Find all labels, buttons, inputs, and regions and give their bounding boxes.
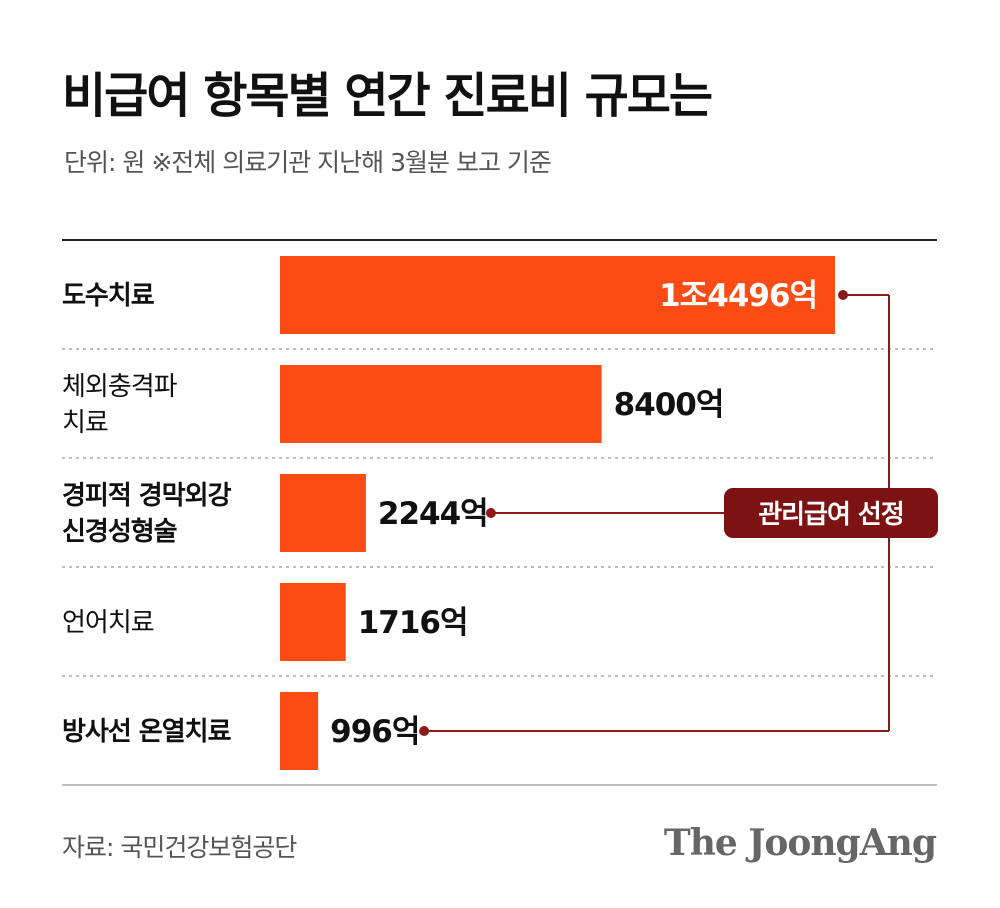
category-label: 경피적 경막외강 [62, 481, 232, 511]
chart-subtitle: 단위: 원 ※전체 의료기관 지난해 3월분 보고 기준 [64, 148, 552, 177]
annotation-dot [419, 726, 430, 736]
data-label: 996억 [330, 714, 419, 750]
annotation-dot [485, 508, 496, 518]
data-label: 2244억 [378, 496, 488, 532]
bar [280, 692, 319, 770]
source-note: 자료: 국민건강보험공단 [62, 833, 297, 862]
data-label: 1716억 [358, 605, 468, 641]
data-label: 1조4496억 [659, 278, 817, 314]
chart-title: 비급여 항목별 연간 진료비 규모는 [62, 68, 713, 124]
category-label: 신경성형술 [62, 517, 177, 547]
category-label: 방사선 온열치료 [62, 717, 232, 747]
category-label: 도수치료 [62, 281, 155, 311]
category-label: 치료 [62, 408, 108, 438]
bar [280, 256, 835, 334]
annotation-dot [838, 290, 848, 300]
data-label: 8400억 [614, 387, 724, 423]
category-label: 언어치료 [62, 608, 154, 638]
bar [280, 583, 346, 661]
bar [280, 474, 366, 552]
bar [280, 365, 602, 443]
annotation-label: 관리급여 선정 [758, 500, 904, 530]
annotation-badge [724, 488, 938, 538]
category-label: 체외충격파 [62, 372, 178, 402]
publisher-logo: The JoongAng [663, 822, 937, 864]
